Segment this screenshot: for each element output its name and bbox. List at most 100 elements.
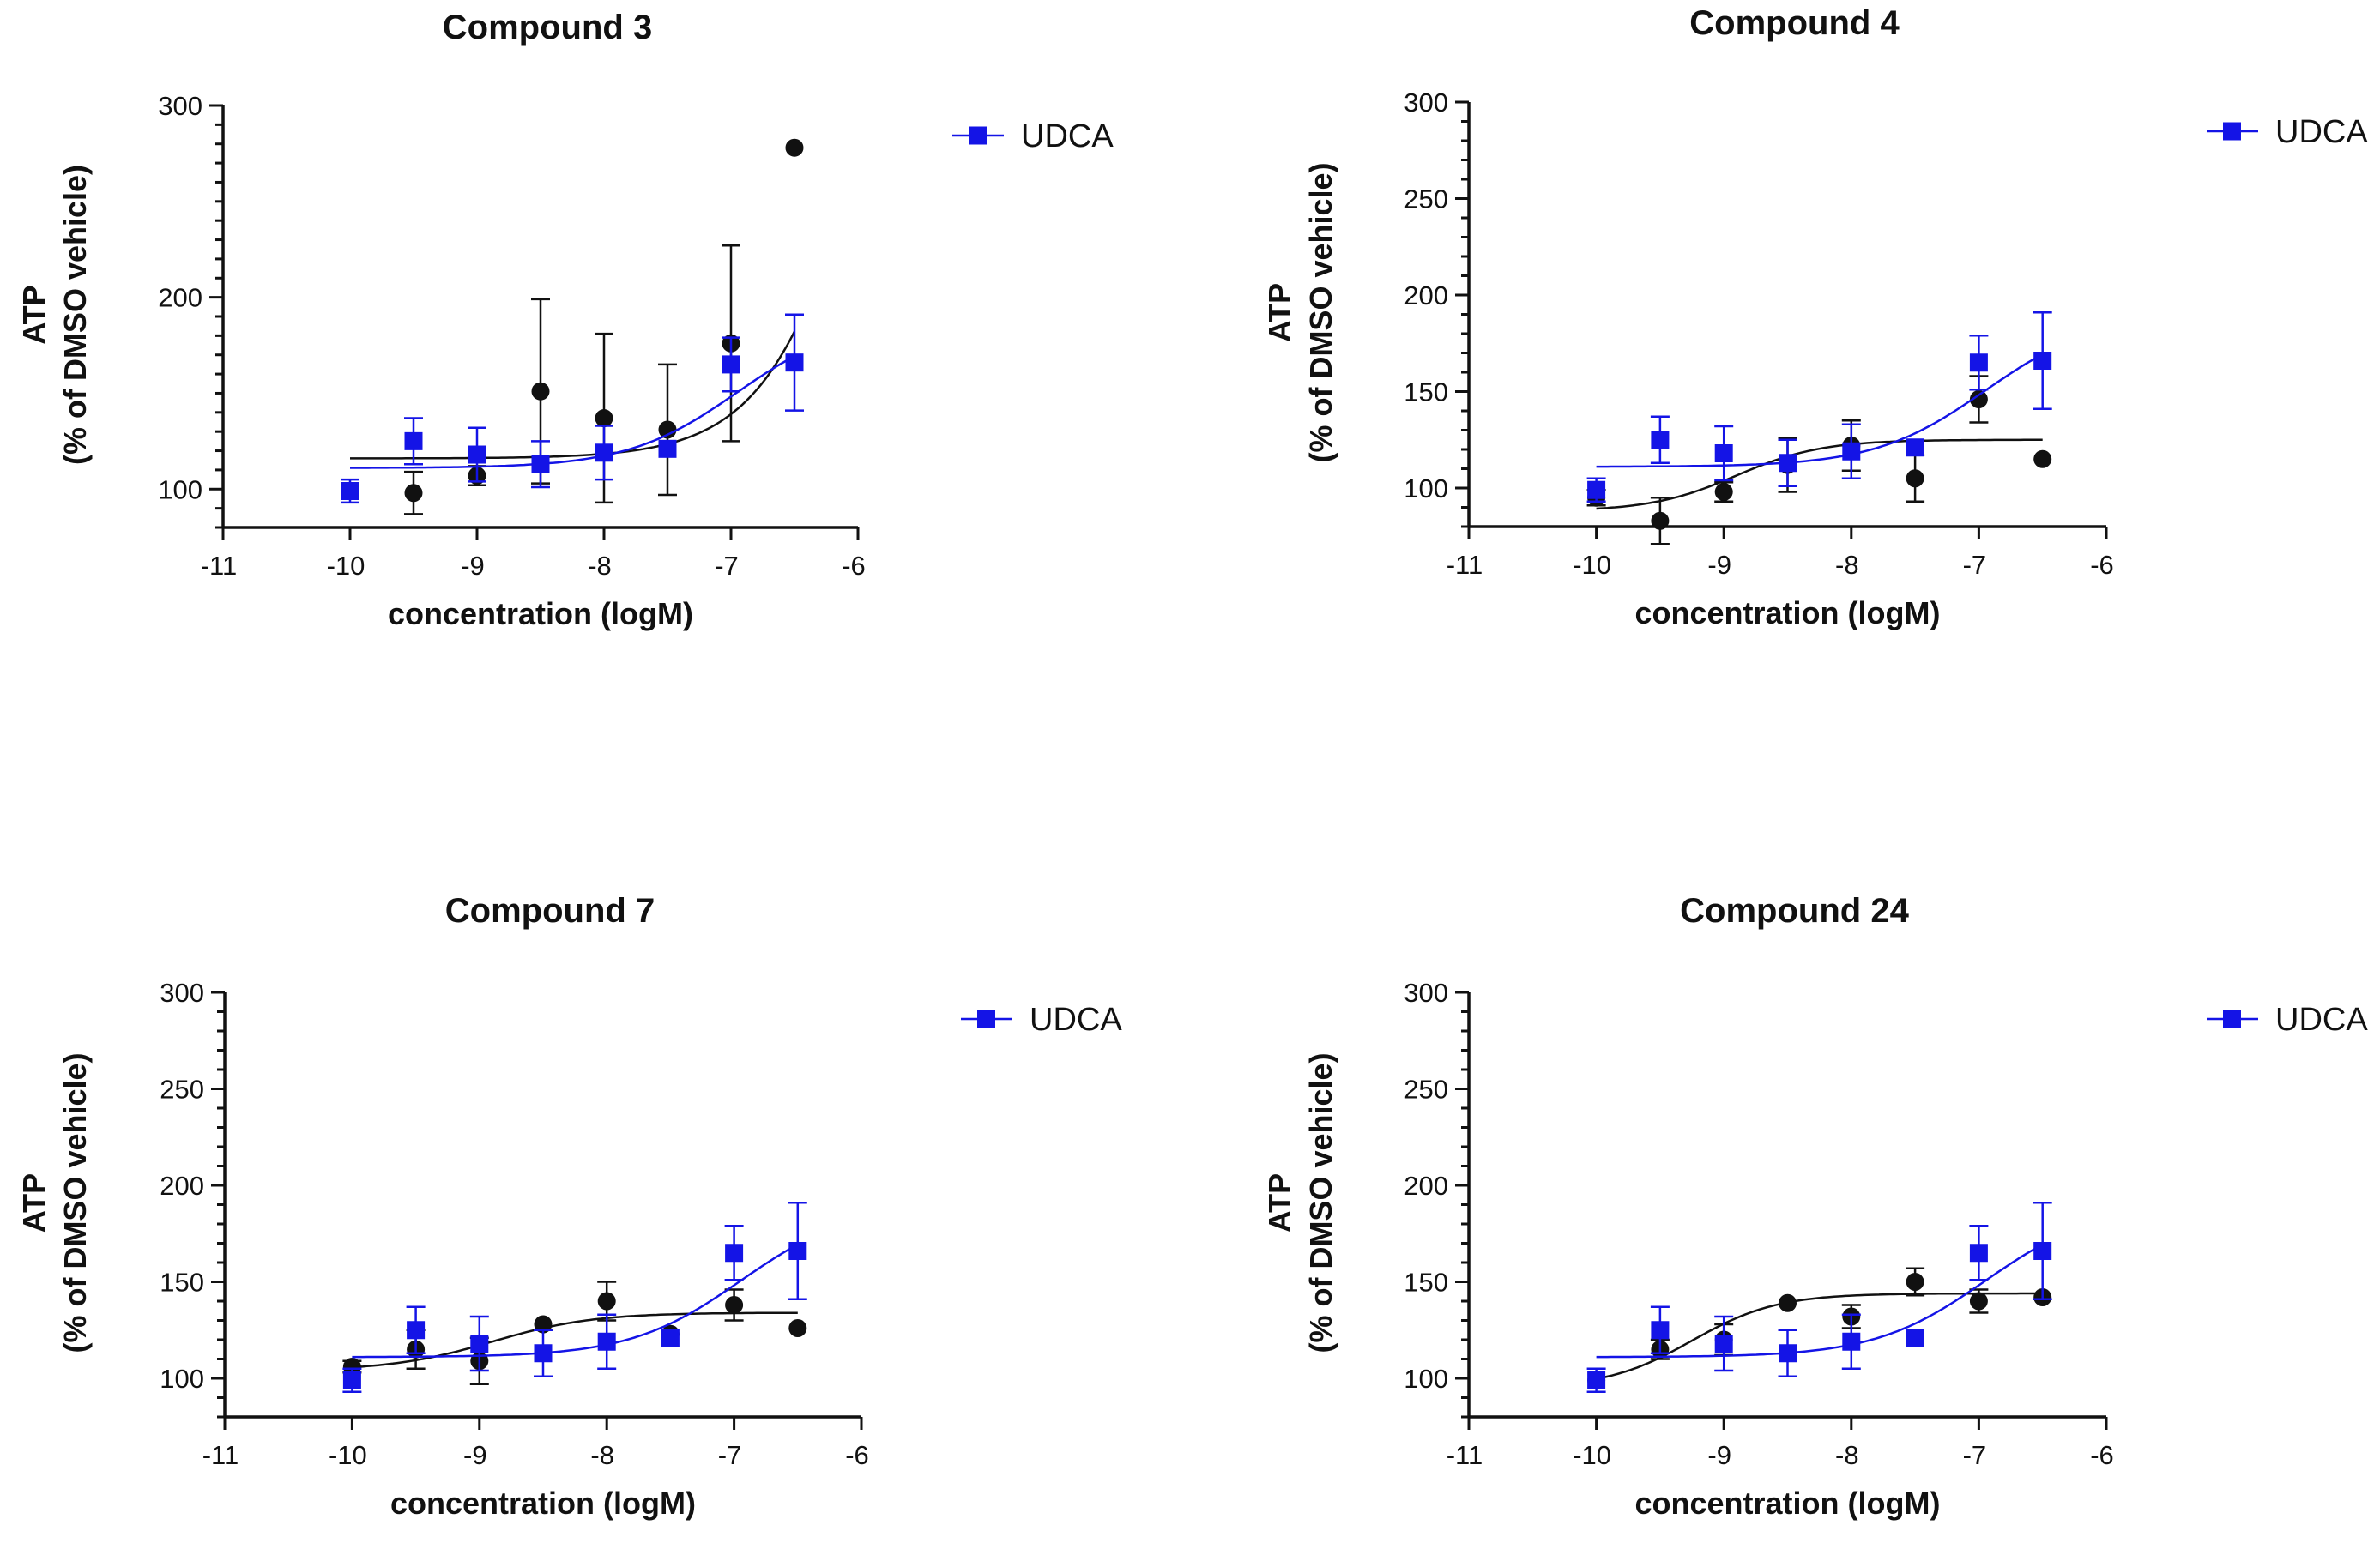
x-tick-label: -11 — [202, 1440, 239, 1470]
x-tick-label: -7 — [715, 551, 739, 581]
fit-curve — [1596, 353, 2044, 468]
data-point-square — [470, 1335, 489, 1353]
x-tick-label: -10 — [327, 551, 365, 581]
data-point-square — [595, 443, 613, 462]
chart-panel: Compound 24 100 150 200 250 300 -11 -10 -9 -8 -7 -6… — [1262, 892, 2368, 1521]
data-point-circle — [1651, 511, 1670, 530]
data-point-square — [1969, 1244, 1988, 1263]
x-axis-label: concentration (logM) — [388, 596, 693, 631]
data-point-circle — [788, 1319, 807, 1337]
fit-curve — [352, 1311, 798, 1369]
data-point-square — [1779, 1344, 1797, 1363]
data-point-circle — [2033, 449, 2052, 468]
y-axis-label-line2: (% of DMSO vehicle) — [1303, 162, 1338, 462]
data-point-circle — [1906, 469, 1924, 488]
x-axis-label: concentration (logM) — [1635, 595, 1941, 630]
legend-label: UDCA — [1030, 1002, 1122, 1038]
data-point-circle — [404, 484, 423, 503]
y-axis-label-line1: ATP — [16, 1173, 51, 1233]
x-tick-label: -8 — [1835, 1440, 1859, 1470]
data-point-square — [1779, 454, 1797, 473]
chart-title: Compound 3 — [443, 9, 652, 46]
data-point-circle — [534, 1315, 553, 1334]
y-axis-label-line2: (% of DMSO vehicle) — [57, 165, 93, 465]
legend: UDCA — [952, 118, 1114, 154]
data-point-square — [1651, 1321, 1670, 1340]
data-point-square — [725, 1244, 744, 1263]
data-point-square — [407, 1321, 426, 1340]
data-point-square — [342, 1371, 361, 1389]
y-axis-label-line2: (% of DMSO vehicle) — [57, 1052, 93, 1353]
data-point-square — [788, 1242, 807, 1260]
series-udca — [341, 313, 804, 504]
fit-curve — [350, 355, 795, 469]
chart-panel: Compound 7 100 150 200 250 300 -11 -10 -9 -8 -7 -6 c… — [16, 892, 1122, 1521]
data-point-square — [2033, 1242, 2052, 1260]
y-axis-label-line2: (% of DMSO vehicle) — [1303, 1052, 1338, 1353]
y-tick-label: 150 — [1404, 377, 1448, 407]
x-tick-label: -10 — [1573, 550, 1611, 580]
data-point-circle — [1969, 1292, 1988, 1311]
fit-curve — [350, 330, 796, 460]
x-tick-label: -6 — [842, 551, 866, 581]
series-udca — [1586, 311, 2052, 503]
x-tick-label: -7 — [718, 1440, 742, 1470]
y-tick-label: 200 — [160, 1171, 204, 1201]
y-axis-label-line1: ATP — [1262, 1173, 1297, 1233]
legend-marker — [977, 1010, 995, 1028]
x-axis-label: concentration (logM) — [1635, 1486, 1941, 1521]
legend: UDCA — [2207, 114, 2368, 150]
x-tick-label: -8 — [1835, 550, 1859, 580]
x-tick-label: -7 — [1963, 550, 1987, 580]
y-tick-label: 250 — [1404, 1075, 1448, 1105]
data-point-circle — [725, 1296, 744, 1314]
fit-curve — [352, 1243, 799, 1359]
y-axis-label-line1: ATP — [16, 285, 51, 344]
data-point-square — [1587, 480, 1606, 499]
data-point-square — [341, 482, 359, 501]
y-axis-label-line1: ATP — [1262, 283, 1297, 342]
legend: UDCA — [2207, 1002, 2368, 1038]
x-tick-label: -6 — [845, 1440, 869, 1470]
chart-title: Compound 24 — [1680, 892, 1909, 930]
data-point-square — [534, 1344, 553, 1363]
chart-title: Compound 4 — [1689, 4, 1900, 42]
fit-curve — [1596, 438, 2043, 510]
y-tick-label: 300 — [1404, 978, 1448, 1008]
series-udca — [342, 1202, 807, 1393]
x-tick-label: -10 — [329, 1440, 367, 1470]
y-tick-label: 300 — [1404, 87, 1448, 118]
y-tick-label: 200 — [1404, 1171, 1448, 1201]
legend-marker — [969, 126, 987, 145]
y-tick-label: 200 — [1404, 280, 1448, 310]
data-point-square — [1969, 353, 1988, 372]
data-point-circle — [597, 1292, 616, 1311]
data-point-square — [1714, 1335, 1733, 1353]
chart-panel: Compound 4 100 150 200 250 300 -11 -10 -9 -8 -7 -6 c… — [1262, 4, 2368, 630]
legend-label: UDCA — [2275, 114, 2368, 150]
data-point-circle — [1779, 1293, 1797, 1312]
data-point-square — [658, 439, 677, 458]
fit-curve — [1596, 1243, 2044, 1359]
legend-label: UDCA — [2275, 1002, 2368, 1038]
chart-panel: Compound 3 100 200 300 -11 -10 -9 -8 -7 -6 concent… — [16, 9, 1114, 631]
x-axis-label: concentration (logM) — [390, 1486, 696, 1521]
data-point-square — [1906, 438, 1924, 457]
y-tick-label: 100 — [158, 474, 202, 504]
chart-title: Compound 7 — [445, 892, 655, 930]
y-tick-label: 300 — [160, 978, 204, 1008]
series-compound — [341, 138, 804, 515]
y-tick-label: 150 — [1404, 1268, 1448, 1298]
x-tick-label: -7 — [1963, 1440, 1987, 1470]
y-tick-label: 100 — [1404, 473, 1448, 503]
data-point-circle — [531, 382, 550, 401]
data-point-square — [404, 431, 423, 450]
data-point-square — [785, 353, 804, 372]
y-tick-label: 300 — [158, 91, 202, 121]
y-tick-label: 100 — [1404, 1364, 1448, 1394]
data-point-circle — [785, 138, 804, 157]
data-point-circle — [1906, 1273, 1924, 1291]
y-tick-label: 150 — [160, 1268, 204, 1298]
data-point-square — [2033, 352, 2052, 370]
